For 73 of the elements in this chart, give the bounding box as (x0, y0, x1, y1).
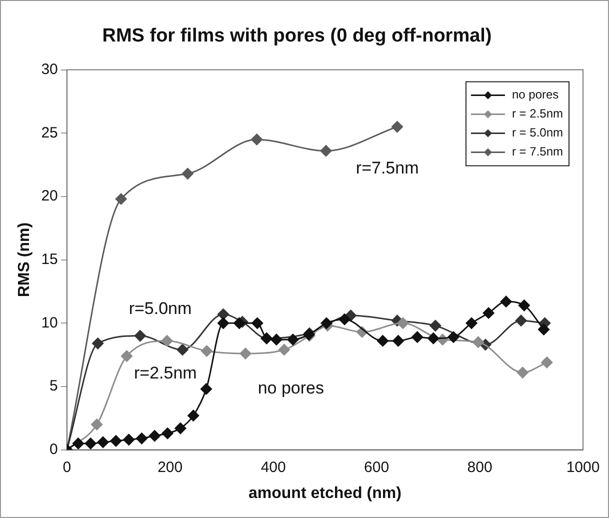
point (338, 314, 350, 326)
point (134, 330, 146, 342)
point (541, 356, 553, 368)
legend-label: r = 7.5nm (512, 144, 564, 159)
x-axis-title: amount etched (nm) (248, 484, 402, 502)
x-tick-label: 400 (260, 458, 286, 476)
point (97, 436, 109, 448)
point (270, 334, 282, 346)
point (516, 366, 528, 378)
annotation: r=5.0nm (128, 298, 192, 318)
legend-label: r = 5.0nm (512, 126, 564, 140)
point (320, 145, 332, 157)
chart-title: RMS for films with pores (0 deg off-normal) (102, 26, 492, 47)
point (72, 438, 84, 450)
point (320, 317, 332, 329)
point (278, 344, 290, 356)
point (115, 193, 127, 205)
point (218, 308, 230, 320)
point (162, 428, 174, 440)
point (84, 438, 96, 450)
point (200, 383, 212, 395)
y-tick-label: 0 (50, 440, 58, 458)
point (518, 300, 530, 312)
x-tick-label: 600 (364, 458, 390, 476)
point (121, 350, 133, 362)
y-tick-label: 30 (41, 60, 58, 78)
x-tick-label: 800 (467, 458, 492, 476)
annotation: no pores (258, 378, 324, 398)
point (92, 338, 104, 350)
y-tick-label: 20 (41, 188, 58, 205)
point (397, 317, 409, 329)
point (176, 344, 188, 356)
point (287, 334, 299, 346)
x-tick-label: 200 (158, 458, 183, 476)
y-axis-title: RMS (nm) (16, 222, 34, 298)
point (218, 317, 230, 329)
point (91, 418, 103, 430)
point (110, 435, 122, 447)
point (201, 345, 212, 357)
legend-label: r = 2.5nm (512, 106, 564, 121)
point (174, 422, 186, 434)
point (482, 307, 494, 319)
point (182, 168, 194, 180)
point (428, 332, 440, 344)
y-tick-label: 5 (50, 378, 58, 395)
point (240, 348, 252, 360)
legend-label: no pores (512, 88, 559, 102)
point (448, 331, 460, 343)
annotation: r=7.5nm (356, 158, 419, 178)
point (148, 430, 160, 442)
x-tick-label: 0 (62, 458, 72, 476)
y-tick-label: 15 (41, 250, 58, 268)
point (234, 317, 246, 329)
point (391, 121, 403, 133)
point (430, 320, 442, 332)
point (538, 324, 550, 336)
point (252, 317, 264, 329)
annotation: r=2.5nm (134, 363, 197, 382)
point (251, 134, 263, 146)
point (472, 336, 484, 348)
y-tick-label: 25 (41, 124, 58, 142)
x-tick-label: 1000 (566, 458, 600, 476)
point (392, 335, 404, 347)
point (376, 335, 388, 347)
point (188, 410, 200, 422)
point (136, 432, 148, 444)
point (161, 335, 173, 347)
point (466, 317, 478, 329)
point (123, 434, 135, 446)
y-tick-label: 10 (41, 314, 58, 332)
point (515, 314, 527, 326)
point (412, 331, 424, 343)
point (500, 296, 512, 308)
